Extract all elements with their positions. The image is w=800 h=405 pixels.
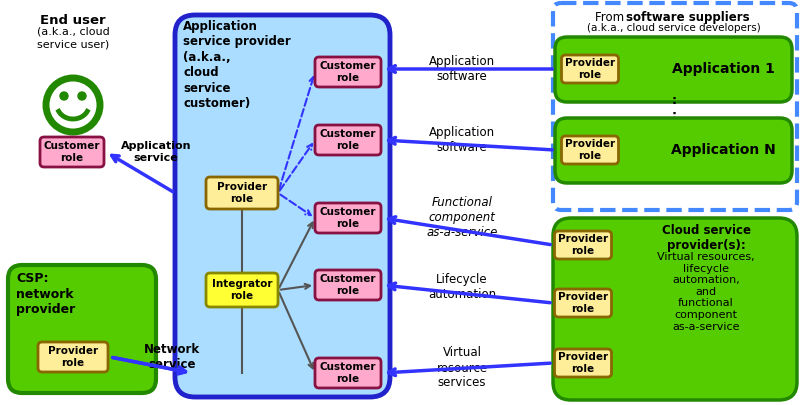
FancyBboxPatch shape: [562, 55, 618, 83]
FancyBboxPatch shape: [315, 125, 381, 155]
FancyBboxPatch shape: [40, 137, 104, 167]
Text: Provider
role: Provider role: [558, 292, 608, 314]
Text: CSP:
network
provider: CSP: network provider: [16, 272, 75, 316]
Text: Customer
role: Customer role: [320, 129, 376, 151]
Text: Provider
role: Provider role: [558, 234, 608, 256]
Text: Lifecycle
automation: Lifecycle automation: [428, 273, 496, 301]
Text: End user: End user: [40, 14, 106, 27]
Text: Network
service: Network service: [144, 343, 200, 371]
Text: Application
service provider
(a.k.a.,
cloud
service
customer): Application service provider (a.k.a., cl…: [183, 20, 290, 111]
Circle shape: [78, 92, 86, 100]
FancyBboxPatch shape: [206, 177, 278, 209]
Circle shape: [60, 92, 68, 100]
FancyBboxPatch shape: [562, 136, 618, 164]
Text: Customer
role: Customer role: [44, 141, 100, 163]
FancyBboxPatch shape: [554, 349, 611, 377]
Text: Provider
role: Provider role: [565, 58, 615, 80]
Text: Customer
role: Customer role: [320, 362, 376, 384]
Text: Customer
role: Customer role: [320, 207, 376, 229]
FancyBboxPatch shape: [555, 118, 792, 183]
FancyBboxPatch shape: [315, 203, 381, 233]
FancyBboxPatch shape: [315, 57, 381, 87]
Text: Application N: Application N: [670, 143, 775, 157]
Text: (a.k.a., cloud service developers): (a.k.a., cloud service developers): [587, 23, 761, 33]
FancyBboxPatch shape: [554, 289, 611, 317]
Text: Customer
role: Customer role: [320, 61, 376, 83]
Text: Provider
role: Provider role: [217, 182, 267, 204]
Text: (a.k.a., cloud
service user): (a.k.a., cloud service user): [37, 27, 110, 49]
Text: Customer
role: Customer role: [320, 274, 376, 296]
FancyBboxPatch shape: [38, 342, 108, 372]
FancyBboxPatch shape: [315, 270, 381, 300]
Text: Provider
role: Provider role: [48, 346, 98, 368]
FancyBboxPatch shape: [175, 15, 390, 397]
Text: From: From: [595, 11, 628, 24]
FancyBboxPatch shape: [553, 218, 797, 400]
Text: Application
service: Application service: [121, 141, 191, 163]
Text: Provider
role: Provider role: [558, 352, 608, 374]
Text: Virtual
resource
services: Virtual resource services: [437, 347, 487, 390]
Text: Virtual resources,
lifecycle
automation,
and
functional
component
as-a-service: Virtual resources, lifecycle automation,…: [657, 252, 755, 332]
Text: Provider
role: Provider role: [565, 139, 615, 161]
Text: Application
software: Application software: [429, 55, 495, 83]
Text: Functional
component
as-a-service: Functional component as-a-service: [426, 196, 498, 239]
Text: Cloud service
provider(s):: Cloud service provider(s):: [662, 224, 750, 252]
FancyBboxPatch shape: [315, 358, 381, 388]
FancyBboxPatch shape: [206, 273, 278, 307]
FancyBboxPatch shape: [8, 265, 156, 393]
Text: Application 1: Application 1: [671, 62, 774, 76]
Text: :
:: : :: [671, 94, 677, 122]
FancyBboxPatch shape: [555, 37, 792, 102]
FancyBboxPatch shape: [554, 231, 611, 259]
Text: software suppliers: software suppliers: [626, 11, 750, 24]
Text: Integrator
role: Integrator role: [212, 279, 272, 301]
Text: Application
software: Application software: [429, 126, 495, 154]
